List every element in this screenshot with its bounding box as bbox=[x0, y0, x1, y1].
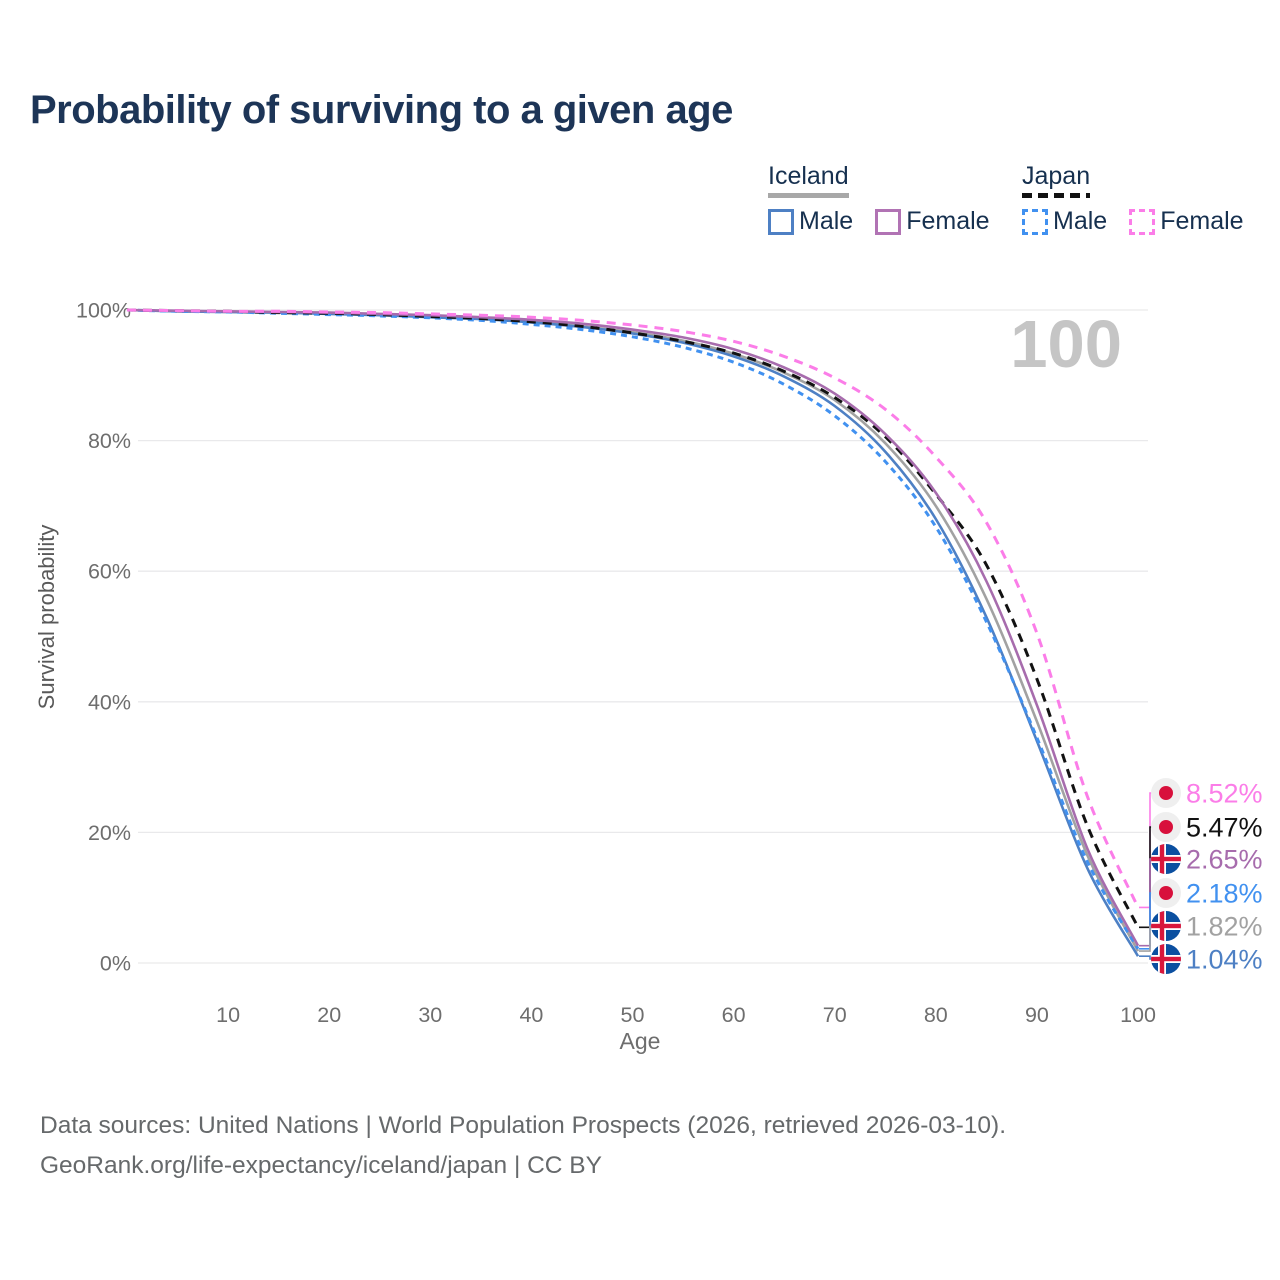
x-tick-label: 10 bbox=[216, 1003, 240, 1027]
x-tick-label: 60 bbox=[722, 1003, 746, 1027]
end-label-japan-female: 8.52% bbox=[1186, 779, 1263, 809]
x-tick-label: 50 bbox=[621, 1003, 645, 1027]
curve-iceland[interactable] bbox=[126, 308, 1140, 952]
x-tick-label: 80 bbox=[924, 1003, 948, 1027]
legend-item-japan-female[interactable]: Female bbox=[1129, 207, 1244, 236]
legend-country-japan[interactable]: Japan bbox=[1022, 162, 1091, 198]
x-tick-label: 70 bbox=[823, 1003, 847, 1027]
curve-iceland-male[interactable] bbox=[126, 308, 1140, 957]
y-tick-label: 40% bbox=[88, 690, 131, 714]
iceland-female-swatch-icon bbox=[875, 208, 902, 235]
legend-item-iceland-male[interactable]: Male bbox=[768, 207, 853, 236]
page-title: Probability of surviving to a given age bbox=[30, 88, 733, 132]
y-tick-label: 100% bbox=[76, 299, 131, 323]
legend-item-label: Female bbox=[1160, 207, 1244, 235]
japan-female-swatch-icon bbox=[1129, 208, 1156, 235]
legend-group-iceland: Iceland Male Female bbox=[768, 162, 990, 236]
legend-item-label: Female bbox=[906, 207, 990, 235]
end-label-iceland-female: 2.65% bbox=[1186, 845, 1263, 875]
iceland-flag-icon bbox=[1151, 844, 1181, 874]
x-axis-title: Age bbox=[619, 1028, 661, 1054]
legend-item-label: Male bbox=[1053, 207, 1108, 235]
japan-flag-icon bbox=[1151, 812, 1181, 842]
footer-sources-line: Data sources: United Nations | World Pop… bbox=[40, 1112, 1007, 1139]
footer: Data sources: United Nations | World Pop… bbox=[40, 1106, 1006, 1186]
japan-male-swatch-icon bbox=[1022, 208, 1048, 235]
x-tick-label: 30 bbox=[418, 1003, 442, 1027]
iceland-male-swatch-icon bbox=[768, 208, 794, 235]
end-label-japan-male: 2.18% bbox=[1186, 879, 1263, 909]
curve-japan-female[interactable] bbox=[126, 308, 1140, 909]
curve-japan-male[interactable] bbox=[126, 308, 1140, 950]
age-counter: 100 bbox=[1010, 307, 1122, 382]
y-tick-label: 20% bbox=[88, 821, 131, 845]
y-axis-title: Survival probability bbox=[34, 524, 59, 710]
y-tick-label: 0% bbox=[100, 952, 131, 976]
japan-flag-icon bbox=[1151, 878, 1181, 908]
end-label-iceland: 1.82% bbox=[1186, 912, 1263, 942]
curve-iceland-female[interactable] bbox=[126, 308, 1140, 947]
end-label-iceland-male: 1.04% bbox=[1186, 945, 1263, 975]
y-tick-label: 80% bbox=[88, 429, 131, 453]
iceland-flag-icon bbox=[1151, 911, 1181, 941]
label-connector-japan bbox=[1139, 826, 1158, 929]
legend-group-japan: Japan Male Female bbox=[1022, 162, 1244, 236]
legend-item-label: Male bbox=[799, 207, 854, 235]
x-tick-label: 20 bbox=[317, 1003, 341, 1027]
y-tick-label: 60% bbox=[88, 560, 131, 584]
legend-country-iceland[interactable]: Iceland bbox=[768, 162, 849, 198]
x-tick-label: 90 bbox=[1025, 1003, 1049, 1027]
x-tick-label: 100 bbox=[1120, 1003, 1156, 1027]
legend-item-iceland-female[interactable]: Female bbox=[875, 207, 990, 236]
x-tick-label: 40 bbox=[519, 1003, 543, 1027]
legend-item-japan-male[interactable]: Male bbox=[1022, 207, 1107, 236]
footer-attribution-line: GeoRank.org/life-expectancy/iceland/japa… bbox=[40, 1152, 602, 1179]
iceland-flag-icon bbox=[1151, 944, 1181, 974]
japan-flag-icon bbox=[1151, 778, 1181, 808]
end-label-japan: 5.47% bbox=[1186, 813, 1263, 843]
